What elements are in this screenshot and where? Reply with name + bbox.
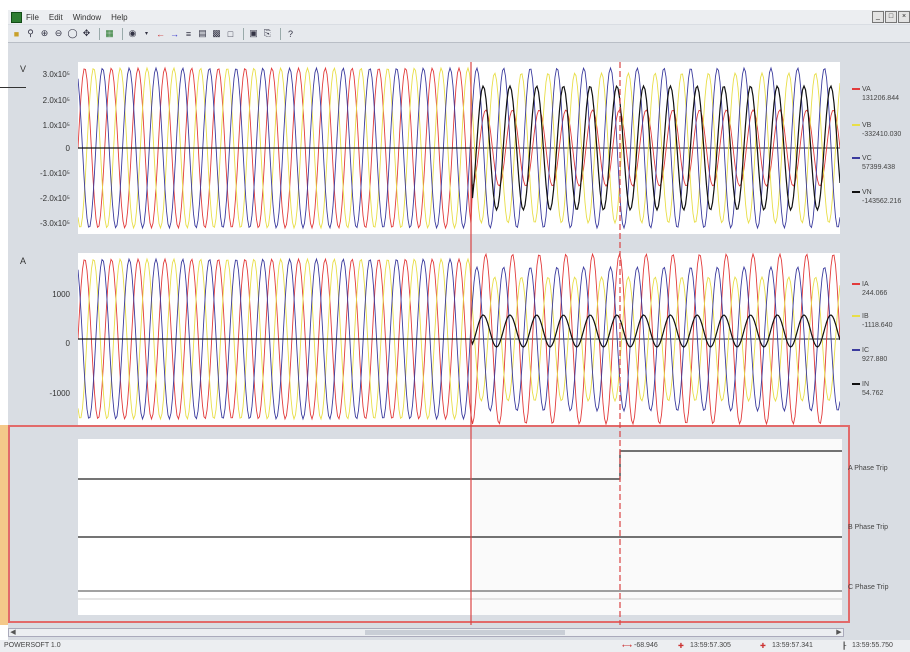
toolbar-separator [280, 27, 281, 40]
app-icon [11, 11, 22, 23]
menu-file[interactable]: File [26, 12, 39, 22]
open-icon[interactable]: ■ [13, 28, 20, 39]
voltage-tick: 2.0x10⁵ [42, 96, 70, 105]
zoom-in-icon[interactable]: ⊕ [40, 28, 49, 38]
toolbar-separator [122, 27, 123, 40]
menu-help[interactable]: Help [111, 12, 128, 22]
time-icon: ┠ [842, 643, 847, 650]
voltage-tick: -2.0x10⁵ [40, 194, 70, 203]
cursor-right-icon[interactable]: → [170, 28, 179, 39]
legend-ia[interactable]: IA 244.066 [852, 280, 887, 298]
legend-ib[interactable]: IB -1118.640 [852, 312, 893, 330]
pan-icon[interactable]: ✥ [82, 28, 91, 38]
channels-icon[interactable]: ▤ [198, 28, 207, 38]
scroll-thumb[interactable] [365, 630, 565, 635]
digital-channels-panel[interactable]: A Phase Trip B Phase Trip C Phase Trip [8, 425, 888, 623]
print-icon[interactable]: ⎘ [263, 28, 272, 38]
print-preview-icon[interactable]: ▣ [249, 28, 258, 38]
voltage-tick: 3.0x10⁵ [42, 70, 70, 79]
series-vc-trace [78, 66, 840, 230]
digital-label-c: C Phase Trip [848, 584, 889, 591]
export-icon[interactable]: □ [227, 28, 234, 39]
cursor-1-icon: ✚ [678, 643, 684, 650]
series-vn-trace [78, 84, 840, 212]
delta-icon: ⟷ [622, 643, 633, 650]
current-tick: -1000 [49, 389, 70, 398]
horizontal-scrollbar[interactable]: ◀ ▶ [8, 628, 844, 637]
legend-swatch [852, 349, 860, 352]
series-in-trace [78, 314, 840, 348]
measure-icon[interactable]: ≡ [185, 28, 192, 39]
legend-va[interactable]: VA 131206.844 [852, 85, 899, 103]
series-ic-trace [78, 257, 840, 421]
dropdown-icon[interactable]: ▾ [144, 31, 148, 37]
voltage-tick: -1.0x10⁵ [40, 169, 70, 178]
menu-edit[interactable]: Edit [48, 12, 63, 22]
legend-swatch [852, 315, 860, 318]
zoom-fit-icon[interactable]: ◯ [67, 28, 78, 38]
current-unit-label: A [20, 256, 27, 266]
series-va-trace [78, 66, 840, 230]
current-waveform-plot[interactable] [78, 253, 840, 425]
zoom-out-icon[interactable]: ⊖ [54, 28, 63, 38]
legend-in[interactable]: IN 54.762 [852, 380, 883, 398]
legend-swatch [852, 383, 860, 386]
status-cursor-1: 13:59:57.305 [690, 642, 731, 649]
legend-vc[interactable]: VC 57399.438 [852, 154, 895, 172]
zoom-icon[interactable]: ⚲ [27, 28, 34, 38]
status-time: 13:59:55.750 [852, 642, 893, 649]
minimize-button[interactable]: _ [872, 11, 884, 23]
legend-swatch [852, 157, 860, 160]
divider-line [0, 87, 26, 88]
scroll-right-icon[interactable]: ▶ [836, 629, 842, 636]
legend-ic[interactable]: IC 927.880 [852, 346, 887, 364]
toolbar: ■ ⚲ ⊕ ⊖ ◯ ✥ ▦ ◉ ▾ ← → ≡ ▤ ▩ □ ▣ ⎘ ? [8, 25, 910, 43]
cursor-2-icon: ✚ [760, 643, 766, 650]
digital-label-b: B Phase Trip [848, 524, 889, 531]
status-cursor-2: 13:59:57.341 [772, 642, 813, 649]
legend-vn[interactable]: VN -143562.216 [852, 188, 901, 206]
voltage-tick: -3.0x10⁵ [40, 219, 70, 228]
color-icon[interactable]: ◉ [128, 28, 137, 38]
voltage-tick: 0 [65, 144, 70, 153]
toolbar-separator [243, 27, 244, 40]
voltage-unit-label: V [20, 64, 27, 74]
menu-window[interactable]: Window [72, 12, 102, 22]
digital-label-a: A Phase Trip [848, 465, 888, 472]
table-icon[interactable]: ▩ [212, 28, 221, 38]
current-tick: 1000 [52, 290, 70, 299]
window-controls: _ □ × [872, 11, 910, 23]
status-bar: POWERSOFT 1.0 ⟷ -68.946 ✚ 13:59:57.305 ✚… [0, 640, 910, 652]
help-icon[interactable]: ? [287, 28, 293, 39]
current-tick: 0 [65, 339, 70, 348]
scroll-left-icon[interactable]: ◀ [10, 629, 16, 636]
status-app-label: POWERSOFT 1.0 [4, 642, 61, 649]
voltage-waveform-plot[interactable] [78, 62, 840, 234]
close-button[interactable]: × [898, 11, 910, 23]
status-delta: -68.946 [634, 642, 658, 649]
side-strip [0, 425, 8, 625]
grid-icon[interactable]: ▦ [105, 28, 114, 38]
legend-swatch [852, 191, 860, 194]
legend-swatch [852, 124, 860, 127]
toolbar-separator [99, 27, 100, 40]
menu-bar: File Edit Window Help _ □ × [8, 10, 910, 24]
legend-swatch [852, 283, 860, 286]
digital-trace-plot [78, 439, 842, 615]
digital-post-fault-region [473, 439, 842, 615]
voltage-tick: 1.0x10⁵ [42, 121, 70, 130]
cursor-left-icon[interactable]: ← [156, 28, 165, 39]
legend-swatch [852, 88, 860, 91]
legend-vb[interactable]: VB -332410.030 [852, 121, 901, 139]
maximize-button[interactable]: □ [885, 11, 897, 23]
series-ia-trace [78, 253, 840, 425]
